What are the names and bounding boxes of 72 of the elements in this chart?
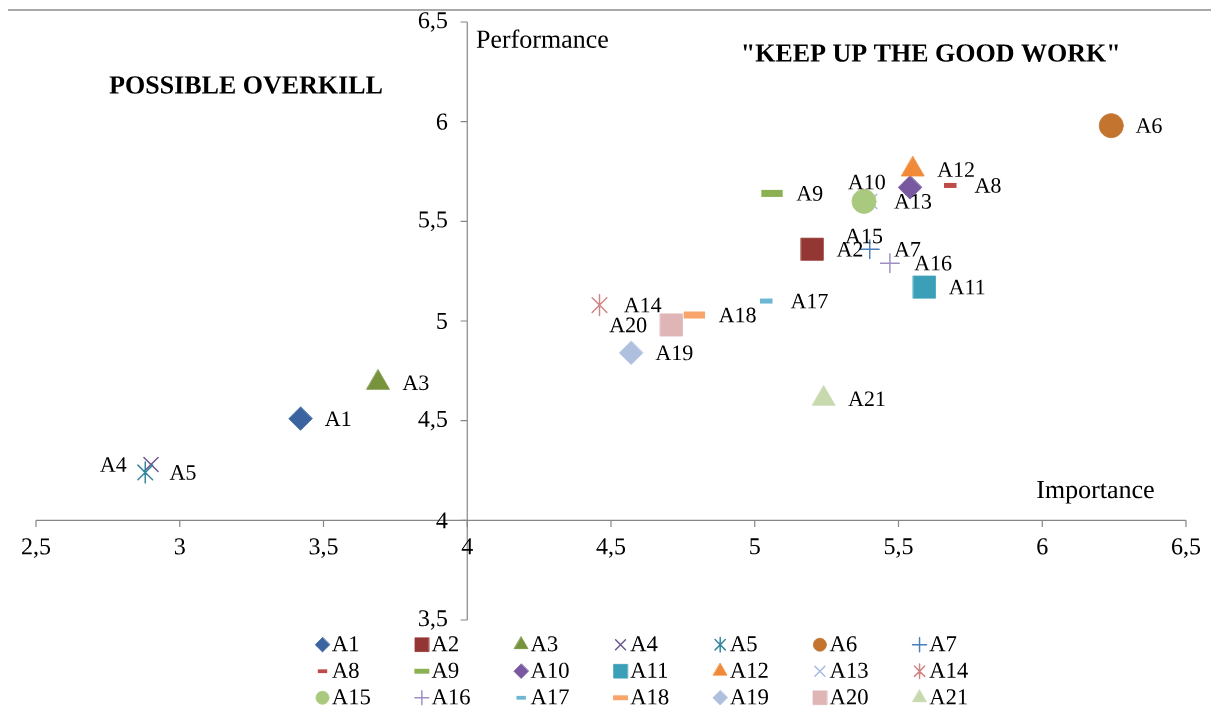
point — [619, 340, 644, 365]
text: A17 — [790, 293, 828, 309]
text: A2 — [836, 241, 863, 257]
text: A19 — [655, 345, 693, 361]
text: A7 — [894, 241, 921, 257]
point — [1098, 113, 1124, 139]
text: A1 — [324, 411, 351, 426]
text: A18 — [718, 307, 756, 323]
x-tick-label: 2,5 — [22, 538, 51, 558]
legend-label: A7 — [929, 636, 957, 652]
legend-label: A21 — [929, 689, 967, 705]
x-tick-label: 3,5 — [309, 538, 338, 558]
y-tick-label: 4 — [436, 512, 448, 529]
text: A13 — [894, 193, 932, 209]
legend-label: A5 — [730, 636, 757, 652]
x-tick-label: 6 — [1037, 538, 1048, 555]
y-tick-label: 6 — [436, 113, 448, 130]
x-tick-label: 3 — [174, 538, 185, 555]
y-axis-title: Performance — [476, 29, 608, 48]
text: A9 — [796, 186, 823, 201]
legend-label: A18 — [630, 689, 669, 705]
text: A12 — [937, 162, 974, 177]
y-tick-label: 6,5 — [418, 12, 447, 32]
y-tick-label: 5,5 — [419, 211, 447, 232]
text: A6 — [829, 636, 857, 652]
text: A4 — [100, 457, 127, 472]
point — [912, 275, 936, 299]
legend-label: A19 — [730, 689, 768, 705]
legend-label: A16 — [431, 689, 470, 705]
point — [591, 293, 608, 317]
point — [143, 456, 159, 473]
x-tick-label: 5 — [750, 538, 760, 555]
y-tick-label: 5 — [437, 313, 447, 329]
annotation: "KEEP UP THE GOOD WORK" — [743, 44, 1118, 62]
legend-label: A3 — [530, 636, 558, 652]
point — [137, 461, 154, 484]
legend-label: A8 — [332, 662, 359, 678]
x-axis-title: Importance — [1037, 481, 1154, 504]
text: A5 — [169, 465, 196, 480]
point — [800, 237, 824, 261]
legend-label: A2 — [431, 636, 458, 652]
legend-label: A10 — [530, 662, 569, 678]
x-tick-label: 4,5 — [596, 538, 626, 558]
point — [851, 188, 877, 214]
annotation: POSSIBLE OVERKILL — [109, 76, 382, 94]
legend-label: A15 — [332, 689, 370, 705]
text: A8 — [974, 178, 1001, 193]
legend-label: A9 — [431, 662, 459, 678]
legend-label: A1 — [332, 636, 359, 652]
legend-label: A11 — [630, 662, 668, 678]
y-tick-label: 4,5 — [418, 410, 447, 431]
legend-label: A17 — [530, 689, 569, 705]
point — [288, 406, 313, 431]
legend-label: A20 — [829, 689, 868, 705]
y-tick-label: 3,5 — [419, 610, 447, 630]
legend-label: A13 — [829, 662, 868, 678]
legend-label: A6 — [1135, 118, 1162, 134]
text: A21 — [848, 391, 885, 407]
text: A15 — [845, 228, 883, 244]
x-tick-label: 5,5 — [884, 538, 913, 558]
legend-label: A12 — [730, 662, 768, 678]
point — [659, 313, 683, 337]
x-tick-label: 6,5 — [1172, 538, 1201, 558]
text: A20 — [609, 317, 647, 333]
text: A3 — [402, 375, 429, 391]
text: A10 — [848, 174, 885, 190]
text: A16 — [914, 255, 952, 271]
text: A14 — [623, 297, 662, 313]
legend-label: A14 — [929, 662, 968, 678]
text: A11 — [948, 279, 985, 295]
x-tick-label: 4 — [461, 538, 473, 555]
legend-label: A4 — [630, 636, 658, 652]
